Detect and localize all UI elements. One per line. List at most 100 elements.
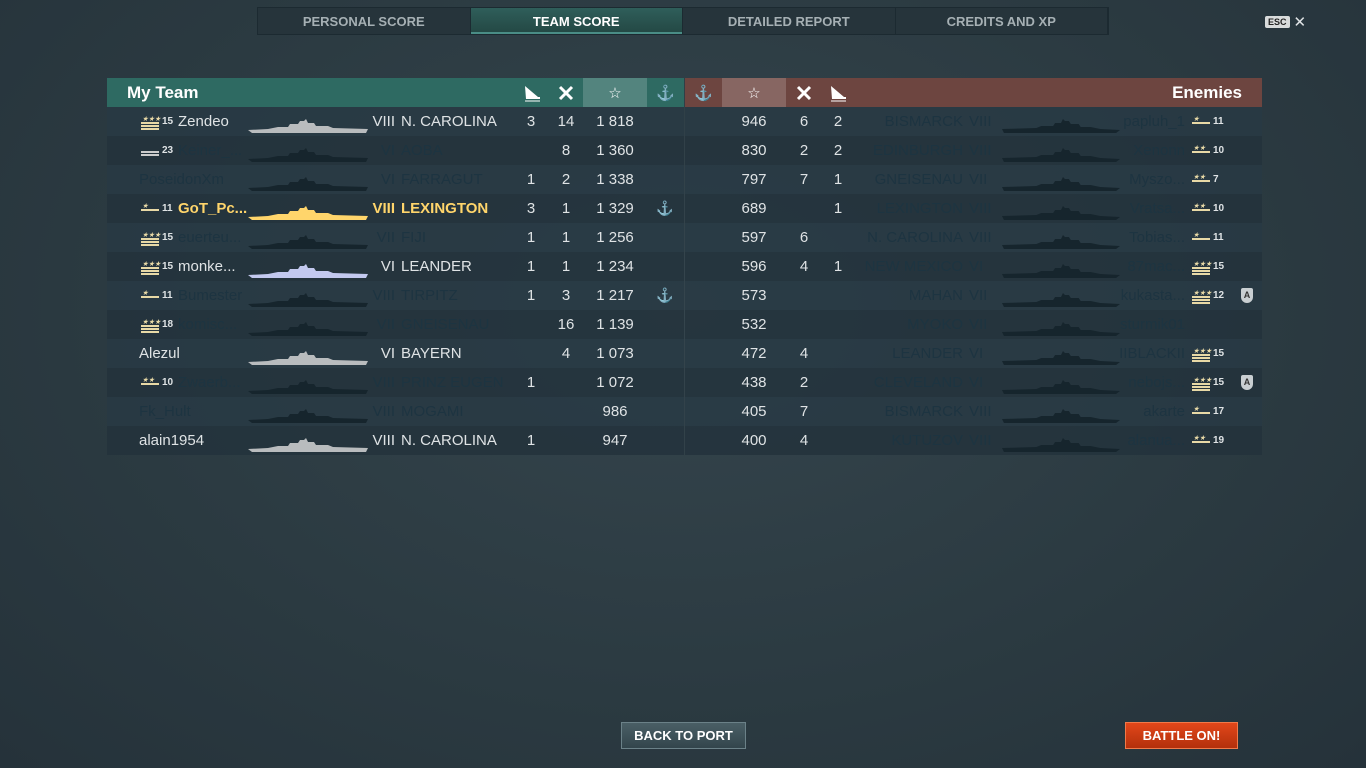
- player-name: papluh_1: [1123, 113, 1185, 130]
- division-anchor-icon[interactable]: ⚓: [694, 84, 713, 102]
- ship-silhouette-icon: [1002, 376, 1120, 394]
- rank-insignia-icon: ★★★: [141, 114, 161, 130]
- ship-tier: VIII: [969, 200, 992, 217]
- tab-detailed-report[interactable]: DETAILED REPORT: [683, 8, 896, 34]
- player-row[interactable]: Alezul VI BAYERN 4 1 073: [107, 339, 684, 368]
- ship-silhouette-icon: [1002, 289, 1120, 307]
- player-level: 15: [162, 232, 174, 243]
- planes-destroyed-icon[interactable]: [551, 78, 581, 107]
- close-button[interactable]: ESC ✕: [1265, 13, 1306, 31]
- enemy-row[interactable]: 597 6 N. CAROLINA VIII Tobias... ★ 11: [685, 223, 1262, 252]
- back-to-port-button[interactable]: BACK TO PORT: [621, 722, 746, 749]
- player-level: 11: [1213, 116, 1224, 127]
- ship-name: TIRPITZ: [401, 287, 458, 304]
- enemy-row[interactable]: 797 7 1 GNEISENAU VII Myszo... ★★ 7: [685, 165, 1262, 194]
- enemy-row[interactable]: 400 4 KUTUZOV VIII alanua... ★★ 19: [685, 426, 1262, 455]
- ships-destroyed-count: 1: [833, 258, 843, 275]
- player-row[interactable]: ★★★ 18 komisc... VII GNEISENAU 16 1 139: [107, 310, 684, 339]
- player-row[interactable]: Fk_Hult VIII MOGAMI 986: [107, 397, 684, 426]
- score: 797: [741, 171, 767, 188]
- my-team-header: My Team ☆ ⚓: [107, 78, 684, 107]
- ship-silhouette-icon: [1002, 347, 1120, 365]
- planes-destroyed-count: [789, 194, 819, 223]
- player-row[interactable]: ★★★ 15 euerteu... VII FIJI 1 1 1 256: [107, 223, 684, 252]
- player-name: Myszo...: [1129, 171, 1185, 188]
- enemies-header: ⚓ ☆ Enemies: [685, 78, 1262, 107]
- ships-destroyed-icon[interactable]: [823, 78, 853, 107]
- ships-destroyed-count: [823, 310, 853, 339]
- score-column-star-icon[interactable]: ☆: [583, 78, 647, 107]
- ship-tier: VIII: [372, 200, 395, 217]
- player-row[interactable]: ★★★ 15 monke... VI LEANDER 1 1 1 234: [107, 252, 684, 281]
- rank-insignia-icon: ★★★: [1192, 259, 1212, 275]
- player-row[interactable]: 23 Keiner_... VI AOBA 8 1 360: [107, 136, 684, 165]
- tab-team-score[interactable]: TEAM SCORE: [470, 8, 683, 34]
- rank-insignia-icon: ★: [1192, 230, 1210, 245]
- ship-silhouette-icon: [1002, 318, 1120, 336]
- division-anchor-icon[interactable]: ⚓: [656, 84, 675, 102]
- score-column-star-icon[interactable]: ☆: [722, 78, 786, 107]
- ships-destroyed-count: [823, 223, 853, 252]
- enemy-row[interactable]: 946 6 2 BISMARCK VIII papluh_1 ★ 11: [685, 107, 1262, 136]
- ship-name: MYOKO: [907, 316, 963, 333]
- player-name: IIBLACKII: [1119, 345, 1185, 362]
- ship-tier: VIII: [969, 432, 992, 449]
- enemy-row[interactable]: 596 4 1 NEW MEXICO VI 87mac... ★★★ 15: [685, 252, 1262, 281]
- player-row[interactable]: PoseidonXm VI FARRAGUT 1 2 1 338: [107, 165, 684, 194]
- planes-destroyed-count: 4: [561, 345, 571, 362]
- player-row[interactable]: alain1954 VIII N. CAROLINA 1 947: [107, 426, 684, 455]
- enemy-row[interactable]: 573 MAHAN VII kukasta... ★★★ 12 A: [685, 281, 1262, 310]
- ship-name: BAYERN: [401, 345, 462, 362]
- planes-destroyed-count: [551, 397, 581, 426]
- ship-silhouette-icon: [1002, 405, 1120, 423]
- player-row[interactable]: ★★ 10 Zwaerb... VIII PRINZ EUGEN 1 1 072: [107, 368, 684, 397]
- planes-destroyed-count: 8: [561, 142, 571, 159]
- rank-insignia-icon: ★: [141, 201, 159, 216]
- ships-destroyed-count: 1: [526, 229, 536, 246]
- score: 400: [741, 432, 767, 449]
- score: 1 217: [596, 287, 634, 304]
- tab-bar: PERSONAL SCORE TEAM SCORE DETAILED REPORT C…: [257, 7, 1109, 35]
- ship-silhouette-icon: [248, 318, 368, 336]
- ship-name: LEXINGTON: [876, 200, 963, 217]
- enemy-row[interactable]: 532 MYOKO VII sturmik01: [685, 310, 1262, 339]
- division-anchor-icon: ⚓: [656, 287, 674, 303]
- player-level: 11: [162, 203, 173, 214]
- player-row[interactable]: ★ 11 GoT_Pc... VIII LEXINGTON 3 1 1 329 ⚓: [107, 194, 684, 223]
- planes-destroyed-count: 1: [561, 258, 571, 275]
- tab-personal-score[interactable]: PERSONAL SCORE: [258, 8, 471, 34]
- player-name: Xenonn: [1133, 142, 1185, 159]
- player-row[interactable]: ★ 11 Bumester VIII TIRPITZ 1 3 1 217 ⚓: [107, 281, 684, 310]
- ship-name: GNEISENAU: [874, 171, 963, 188]
- enemy-row[interactable]: 689 1 LEXINGTON VIII Vratsa... ★★ 10: [685, 194, 1262, 223]
- enemy-row[interactable]: 405 7 BISMARCK VIII akarte ★ 17: [685, 397, 1262, 426]
- ship-silhouette-icon: [248, 434, 368, 452]
- score: 1 139: [596, 316, 634, 333]
- ships-destroyed-count: 2: [833, 113, 843, 130]
- planes-destroyed-count: 2: [561, 171, 571, 188]
- ship-name: N. CAROLINA: [867, 229, 963, 246]
- ship-silhouette-icon: [248, 260, 368, 278]
- ship-tier: VII: [969, 171, 988, 188]
- rank-insignia-icon: [141, 143, 159, 158]
- enemy-row[interactable]: 472 4 LEANDER VI IIBLACKII ★★★ 15: [685, 339, 1262, 368]
- enemy-row[interactable]: 438 2 CLEVELAND VI nebojs... ★★★ 15 A: [685, 368, 1262, 397]
- planes-destroyed-icon[interactable]: [789, 78, 819, 107]
- ship-tier: VII: [376, 316, 395, 333]
- player-row[interactable]: ★★★ 15 Zendeo VIII N. CAROLINA 3 14 1 818: [107, 107, 684, 136]
- enemy-row[interactable]: 830 2 2 EDINBURGH VIII Xenonn ★★ 10: [685, 136, 1262, 165]
- tab-credits-and-xp[interactable]: CREDITS AND XP: [896, 8, 1108, 34]
- ships-destroyed-count: 1: [526, 171, 536, 188]
- battle-on-button[interactable]: BATTLE ON!: [1125, 722, 1238, 749]
- planes-destroyed-count: 2: [799, 374, 809, 391]
- ship-silhouette-icon: [1002, 144, 1120, 162]
- rank-insignia-icon: ★: [1192, 114, 1210, 129]
- ship-tier: VI: [380, 171, 395, 188]
- ship-tier: VIII: [372, 403, 395, 420]
- ships-destroyed-icon[interactable]: [517, 78, 547, 107]
- ship-name: N. CAROLINA: [401, 432, 497, 449]
- player-name: akarte: [1143, 403, 1185, 420]
- ship-silhouette-icon: [1002, 434, 1120, 452]
- rank-insignia-icon: ★★★: [141, 317, 161, 333]
- rank-insignia-icon: ★★: [141, 375, 159, 390]
